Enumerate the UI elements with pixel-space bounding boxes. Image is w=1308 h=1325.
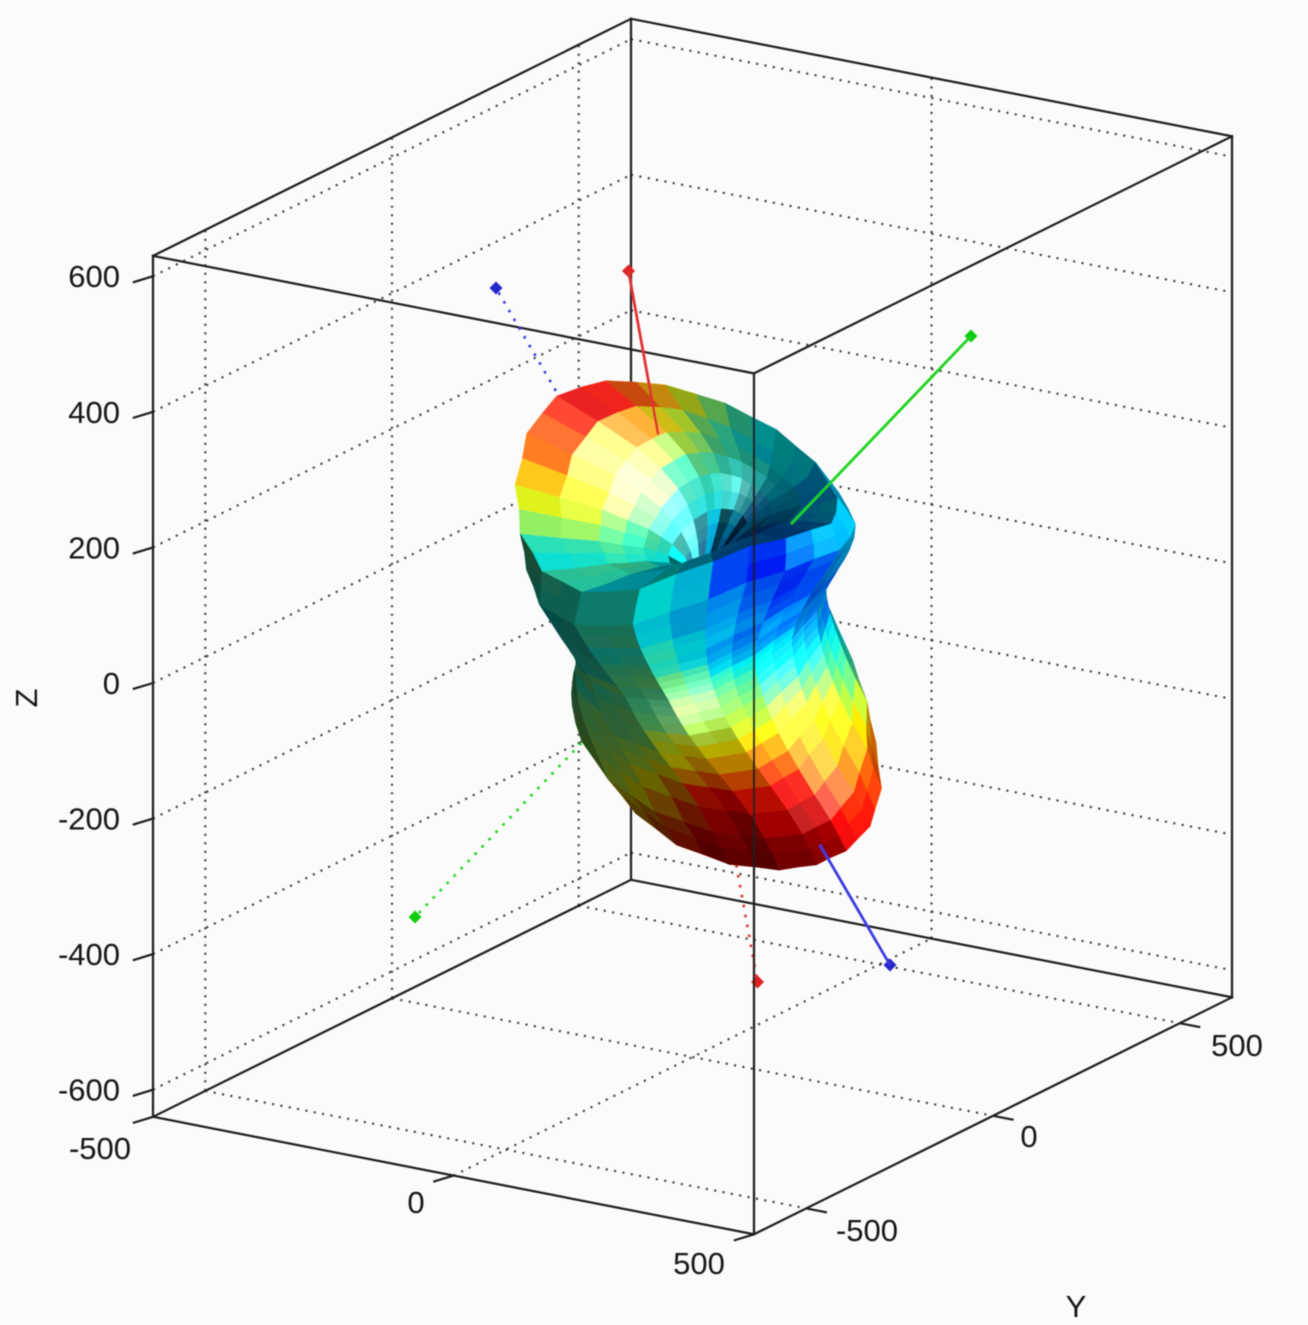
svg-text:-500: -500	[69, 1131, 131, 1166]
svg-text:-600: -600	[58, 1073, 120, 1108]
svg-text:500: 500	[673, 1246, 725, 1281]
svg-text:0: 0	[407, 1185, 424, 1220]
svg-text:-200: -200	[58, 802, 120, 837]
svg-text:0: 0	[103, 666, 120, 701]
svg-text:500: 500	[1211, 1028, 1263, 1063]
svg-text:0: 0	[1020, 1119, 1037, 1154]
svg-text:-400: -400	[58, 937, 120, 972]
svg-text:600: 600	[68, 259, 120, 294]
svg-text:Z: Z	[9, 689, 44, 708]
svg-text:Y: Y	[1066, 1289, 1087, 1320]
svg-text:-500: -500	[836, 1213, 898, 1248]
svg-text:400: 400	[68, 395, 120, 430]
svg-text:200: 200	[68, 530, 120, 565]
